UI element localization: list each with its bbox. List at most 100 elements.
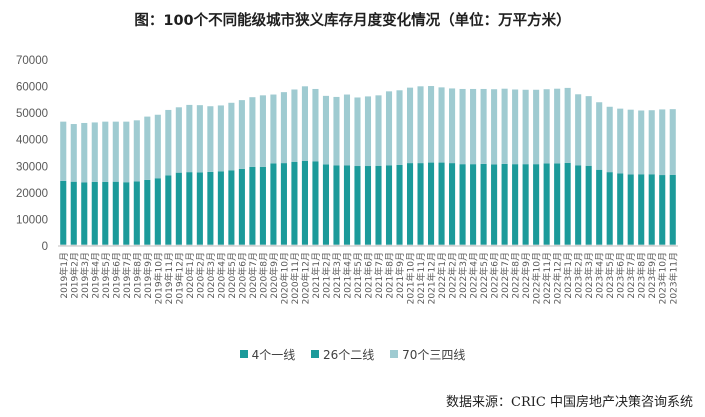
bar-segment-tier1 [659, 244, 666, 246]
x-tick-label: 2020年7月 [247, 252, 259, 299]
bar-segment-tier34 [375, 95, 382, 166]
x-tick-label: 2020年1月 [184, 252, 196, 299]
bar-segment-tier1 [543, 244, 550, 246]
x-tick-label: 2019年2月 [68, 252, 80, 299]
y-tick-label: 0 [42, 241, 48, 253]
x-tick-label: 2023年1月 [562, 252, 574, 299]
bar-segment-tier2 [543, 163, 550, 245]
bar-segment-tier1 [470, 244, 477, 246]
bar-segment-tier1 [249, 244, 256, 246]
x-tick-label: 2020年8月 [257, 252, 269, 299]
bar-segment-tier2 [659, 175, 666, 245]
bar-segment-tier1 [102, 244, 109, 246]
x-tick-label: 2020年3月 [205, 252, 217, 299]
x-tick-label: 2021年5月 [352, 252, 364, 299]
bar-segment-tier1 [343, 244, 351, 246]
x-tick-label: 2019年3月 [79, 252, 91, 299]
bar-segment-tier1 [501, 244, 508, 246]
bar-segment-tier1 [217, 244, 224, 246]
bar-segment-tier2 [606, 172, 613, 245]
bar-segment-tier34 [60, 121, 67, 181]
bar-segment-tier2 [364, 166, 372, 245]
bar-segment-tier1 [480, 244, 487, 246]
bar-segment-tier34 [585, 96, 592, 166]
legend-item-tier1: 4个一线 [239, 346, 295, 363]
x-tick-label: 2019年10月 [152, 252, 164, 304]
x-tick-label: 2021年8月 [384, 252, 396, 299]
legend-swatch-tier1 [239, 349, 248, 358]
bar-segment-tier2 [70, 181, 77, 245]
legend-label-tier2: 26个二线 [323, 348, 375, 362]
bar-segment-tier1 [459, 244, 466, 246]
bar-segment-tier1 [186, 244, 193, 246]
x-tick-label: 2022年10月 [531, 252, 543, 304]
bar-segment-tier1 [81, 244, 88, 246]
bar-segment-tier1 [417, 244, 424, 246]
bar-segment-tier34 [417, 86, 424, 164]
y-tick-label: 10000 [16, 214, 48, 226]
y-tick-label: 40000 [16, 135, 48, 147]
bar-segment-tier2 [575, 165, 582, 245]
bar-segment-tier34 [343, 94, 351, 166]
x-tick-label: 2020年4月 [215, 252, 227, 299]
bar-segment-tier34 [543, 89, 550, 164]
bar-segment-tier2 [406, 163, 414, 245]
bar-segment-tier1 [154, 244, 161, 246]
bar-segment-tier34 [554, 88, 561, 164]
x-tick-label: 2023年8月 [636, 252, 648, 299]
bar-segment-tier34 [165, 109, 172, 176]
bar-segment-tier34 [154, 114, 161, 179]
bar-segment-tier1 [669, 244, 676, 246]
bar-segment-tier34 [491, 89, 498, 165]
chart-title: 图：100个不同能级城市狭义库存月度变化情况（单位：万平方米） [134, 13, 571, 29]
bar-segment-tier1 [60, 244, 67, 246]
bar-segment-tier2 [291, 161, 298, 245]
x-tick-label: 2022年7月 [499, 252, 511, 299]
bar-segment-tier34 [333, 96, 340, 166]
bar-segment-tier34 [70, 124, 77, 182]
bar-segment-tier2 [186, 172, 193, 245]
x-tick-label: 2020年11月 [289, 252, 301, 304]
bar-segment-tier34 [217, 105, 224, 172]
x-tick-label: 2022年8月 [510, 252, 522, 299]
y-tick-label: 20000 [16, 188, 48, 200]
bar-segment-tier2 [81, 182, 88, 245]
bar-segment-tier1 [228, 244, 235, 246]
bar-segment-tier34 [270, 94, 277, 164]
bar-segment-tier1 [554, 244, 561, 246]
x-tick-label: 2022年12月 [552, 252, 564, 304]
bar-segment-tier1 [522, 244, 529, 246]
chart-legend: 4个一线 26个二线 70个三四线 [0, 346, 705, 363]
x-tick-label: 2021年10月 [405, 252, 417, 304]
bar-segment-tier2 [648, 174, 655, 245]
bar-segment-tier34 [123, 121, 130, 183]
bar-segment-tier34 [322, 95, 330, 165]
y-tick-label: 50000 [16, 108, 48, 120]
legend-item-tier2: 26个二线 [311, 346, 374, 363]
bar-segment-tier34 [196, 105, 203, 173]
bar-segment-tier34 [291, 89, 298, 162]
x-tick-label: 2023年9月 [646, 252, 658, 299]
bar-segment-tier2 [270, 163, 277, 245]
bar-segment-tier2 [154, 178, 161, 245]
x-tick-label: 2023年4月 [594, 252, 606, 299]
x-tick-label: 2019年4月 [89, 252, 101, 299]
bar-segment-tier1 [585, 244, 592, 246]
bar-segment-tier1 [606, 244, 613, 246]
bar-segment-tier1 [575, 244, 582, 246]
bar-segment-tier1 [70, 244, 77, 246]
bar-segment-tier1 [491, 244, 498, 246]
x-tick-label: 2022年1月 [436, 252, 448, 299]
x-tick-label: 2020年10月 [278, 252, 290, 304]
bar-segment-tier2 [669, 174, 676, 245]
x-tick-label: 2019年9月 [142, 252, 154, 299]
bar-segment-tier34 [459, 88, 466, 165]
x-tick-label: 2022年6月 [489, 252, 501, 299]
x-tick-label: 2021年12月 [426, 252, 438, 304]
bar-segment-tier34 [238, 100, 245, 169]
bar-segment-tier1 [375, 244, 382, 246]
bar-segment-tier34 [186, 104, 193, 173]
bar-segment-tier2 [165, 175, 172, 245]
bar-segment-tier1 [291, 244, 298, 246]
x-tick-label: 2019年5月 [100, 252, 112, 299]
